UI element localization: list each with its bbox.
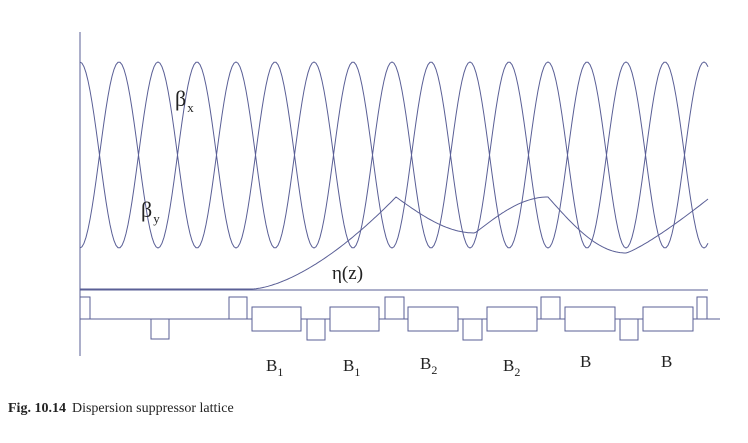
beta-y-curve <box>79 61 709 249</box>
lattice-figure: βx βy η(z) B1 B1 B2 B2 B B <box>79 32 720 379</box>
defocusing-quadrupole <box>462 318 483 341</box>
defocusing-quadrupole <box>619 318 639 341</box>
eta-curve <box>80 196 709 290</box>
bend-magnet <box>329 306 380 332</box>
defocusing-quadrupole <box>306 318 326 341</box>
beta-y-label: βy <box>141 197 160 226</box>
bend-label: B1 <box>266 356 283 379</box>
bend-magnet <box>564 306 616 332</box>
bend-label: B2 <box>503 356 520 379</box>
focusing-quadrupole <box>696 296 708 320</box>
magnet-layout <box>79 296 720 341</box>
bend-magnet <box>407 306 459 332</box>
focusing-quadrupole <box>228 296 248 320</box>
bend-label: B1 <box>343 356 360 379</box>
bend-magnet <box>486 306 538 332</box>
figure-number: Fig. 10.14 <box>8 401 66 416</box>
bend-label: B <box>580 352 591 371</box>
focusing-quadrupole <box>79 296 91 320</box>
focusing-quadrupole <box>384 296 405 320</box>
beta-x-label: βx <box>175 86 194 115</box>
figure-caption: Fig. 10.14 Dispersion suppressor lattice <box>8 401 234 417</box>
bend-magnet <box>251 306 302 332</box>
bend-magnet <box>642 306 694 332</box>
beta-x-curve <box>79 61 709 249</box>
eta-label: η(z) <box>332 263 363 284</box>
bend-label: B2 <box>420 354 437 377</box>
defocusing-quadrupole <box>150 318 170 340</box>
figure-caption-text: Dispersion suppressor lattice <box>71 401 234 416</box>
focusing-quadrupole <box>540 296 561 320</box>
bend-label: B <box>661 352 672 371</box>
